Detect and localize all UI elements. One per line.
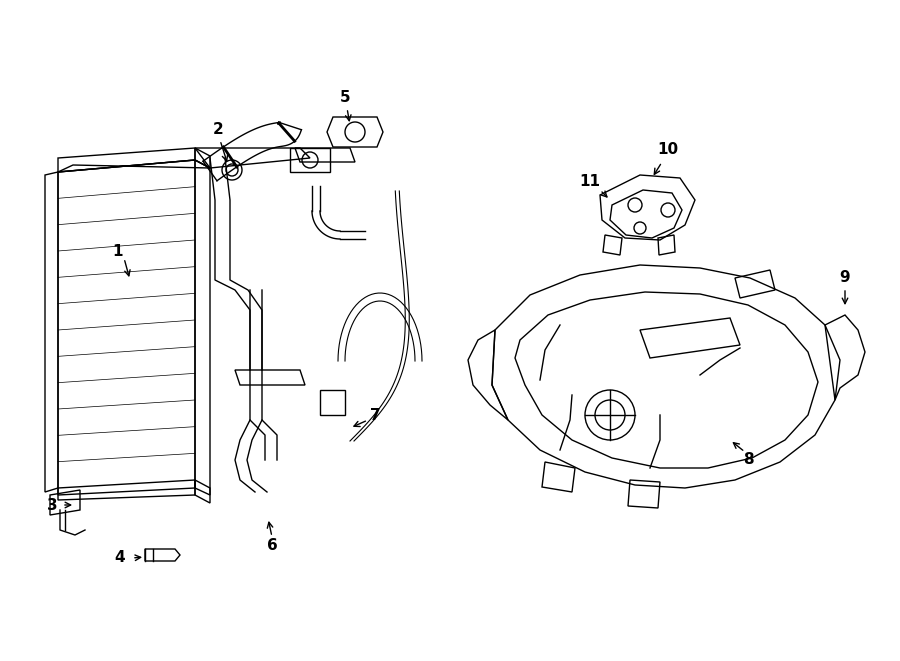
Text: 10: 10 (657, 143, 679, 157)
Text: 11: 11 (580, 175, 600, 190)
Text: 6: 6 (266, 537, 277, 553)
Text: 1: 1 (112, 245, 123, 260)
Text: 8: 8 (742, 453, 753, 467)
Text: 9: 9 (840, 270, 850, 286)
Text: 4: 4 (114, 551, 125, 566)
Polygon shape (640, 318, 740, 358)
Text: 2: 2 (212, 122, 223, 137)
Text: 5: 5 (339, 91, 350, 106)
Text: 3: 3 (47, 498, 58, 512)
Text: 7: 7 (370, 407, 381, 422)
